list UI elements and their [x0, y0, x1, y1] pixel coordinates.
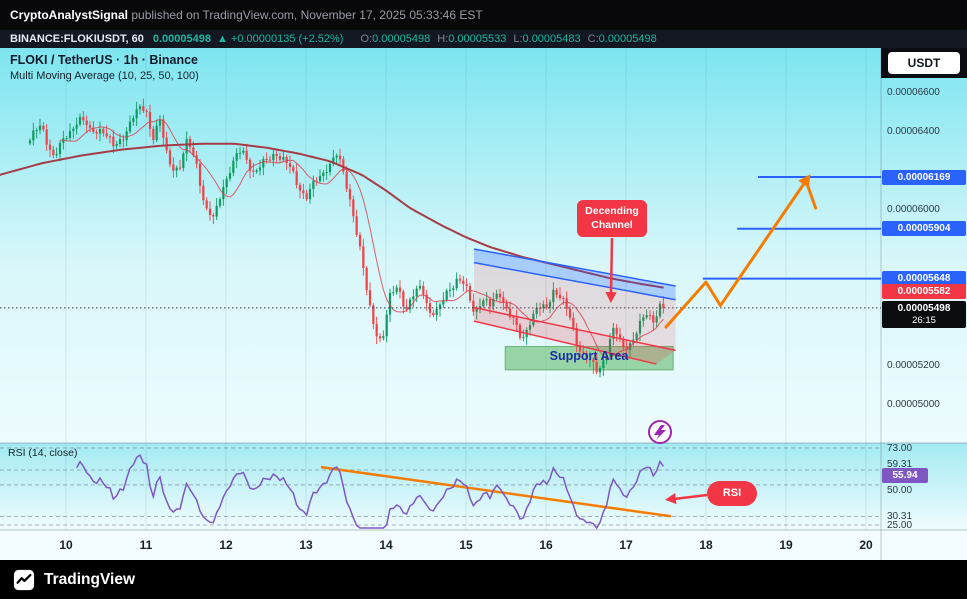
time-axis-label: 17: [619, 538, 633, 552]
gridlines: [65, 48, 867, 530]
price-level-badge: 0.00005582: [882, 284, 966, 299]
channel-callout-line1: Decending: [585, 205, 639, 217]
ohlc-open-value: 0.00005498: [372, 33, 431, 45]
chart-region[interactable]: FLOKI / TetherUS · 1h · Binance Multi Mo…: [0, 48, 967, 560]
support-area-label: Support Area: [549, 349, 629, 363]
publisher-bar: CryptoAnalystSignal published on Trading…: [0, 0, 967, 30]
price-axis-label: 0.00006400: [887, 126, 940, 137]
ohlc-open-label: O:: [360, 33, 373, 45]
ohlc-high-label: H:: [437, 33, 449, 45]
indicator-label[interactable]: Multi Moving Average (10, 25, 50, 100): [10, 70, 199, 82]
ohlc-low-label: L:: [513, 33, 523, 45]
channel-fill: [474, 249, 676, 300]
tradingview-wordmark[interactable]: TradingView: [44, 570, 136, 588]
chart-canvas[interactable]: [0, 48, 967, 560]
rsi-trendline: [320, 465, 672, 518]
time-axis-label: 12: [219, 538, 233, 552]
rsi-callout-arrow: [673, 493, 708, 501]
channel-lower-line: [473, 306, 676, 352]
time-axis-label: 20: [859, 538, 873, 552]
channel-callout-line2: Channel: [591, 219, 633, 231]
descending-channel-callout[interactable]: Decending Channel: [577, 200, 647, 237]
time-axis-label: 13: [299, 538, 313, 552]
publisher-author-link[interactable]: CryptoAnalystSignal: [10, 8, 129, 22]
lightning-bolt: [654, 425, 666, 440]
channel-lower-line: [473, 320, 657, 365]
price-axis-label: 0.00006000: [887, 204, 940, 215]
rsi-axis-label: 73.00: [887, 443, 913, 454]
last-price-value: 0.00005498: [897, 303, 951, 314]
rsi-axis-label: 59.31: [887, 459, 913, 470]
ohlc-low-value: 0.00005483: [522, 33, 581, 45]
channel-callout-arrow: [609, 237, 614, 295]
arrow-head: [665, 492, 677, 505]
bar-countdown: 26:15: [912, 315, 936, 326]
ohlc-close-label: C:: [587, 33, 599, 45]
ticker-change: ▲ +0.00000135 (+2.52%): [216, 33, 344, 45]
price-axis-label: 0.00005000: [887, 399, 940, 410]
rsi-axis-label: 25.00: [887, 520, 913, 531]
channel-fill: [474, 262, 676, 351]
arrow-head: [605, 292, 617, 303]
price-level-badge: 0.00005904: [882, 221, 966, 236]
time-axis-label: 14: [379, 538, 393, 552]
projection-path: [664, 179, 808, 329]
price-axis-label: 0.00006600: [887, 87, 940, 98]
price-level-badge: 0.00005648: [882, 271, 966, 286]
rsi-pane-bg: [0, 443, 967, 530]
tradingview-logo-icon[interactable]: [13, 569, 35, 591]
price-pane-bg: [0, 48, 967, 443]
price-axis[interactable]: 0.00006600 0.00006400 0.00006000 0.00005200…: [881, 48, 967, 560]
publisher-text: published on TradingView.com, November 1…: [128, 8, 483, 22]
rsi-axis-label: 50.00: [887, 485, 913, 496]
time-axis[interactable]: 10 11 12 13 14 15 16 17 18 19 20: [0, 530, 967, 560]
currency-toggle-area: USDT: [881, 48, 967, 78]
time-axis-label: 15: [459, 538, 473, 552]
ticker-last-price: 0.00005498: [152, 33, 211, 45]
channel-upper-line: [473, 261, 676, 301]
price-axis-label: 0.00005200: [887, 360, 940, 371]
currency-usdt-button[interactable]: USDT: [888, 52, 960, 74]
chart-title: FLOKI / TetherUS · 1h · Binance: [10, 53, 198, 67]
ticker-bar: BINANCE:FLOKIUSDT, 60 0.00005498 ▲ +0.0000…: [0, 30, 967, 48]
ohlc-close-value: 0.00005498: [598, 33, 657, 45]
rsi-axis-label: 30.31: [887, 511, 913, 522]
rsi-pane-title[interactable]: RSI (14, close): [8, 447, 78, 459]
rsi-callout[interactable]: RSI: [707, 481, 757, 506]
time-axis-label: 11: [139, 538, 153, 552]
last-price-badge: 0.00005498 26:15: [882, 301, 966, 328]
time-axis-label: 18: [699, 538, 713, 552]
ma-slow-line: [0, 142, 664, 289]
footer-bar: TradingView: [0, 560, 967, 599]
time-axis-label: 19: [779, 538, 793, 552]
time-axis-bg: [0, 530, 967, 560]
support-area-box: [504, 346, 674, 371]
rsi-line: [76, 454, 664, 530]
ma-fast-line: [59, 118, 664, 360]
ohlc-high-value: 0.00005533: [448, 33, 507, 45]
rsi-value-badge: 55.94: [882, 468, 928, 483]
time-axis-label: 10: [59, 538, 73, 552]
projection-pullback: [804, 179, 818, 210]
candles-layer: [28, 98, 665, 378]
time-axis-label: 16: [539, 538, 553, 552]
ticker-symbol[interactable]: BINANCE:FLOKIUSDT, 60: [10, 33, 144, 45]
channel-fill: [474, 307, 676, 365]
price-level-badge: 0.00006169: [882, 170, 966, 185]
channel-upper-line: [473, 248, 676, 287]
